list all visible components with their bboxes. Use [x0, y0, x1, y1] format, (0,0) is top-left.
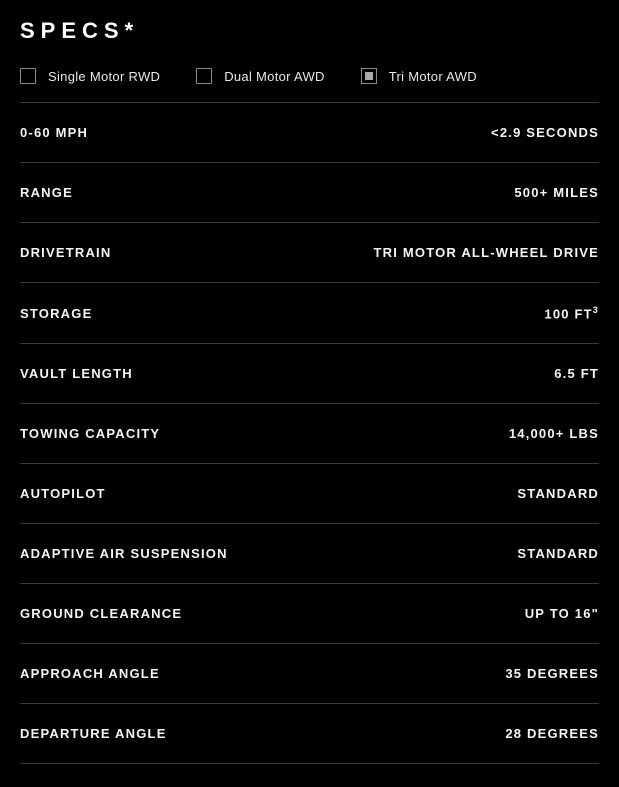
spec-value: 35 DEGREES — [505, 666, 599, 681]
spec-row: GROUND CLEARANCE UP TO 16" — [20, 584, 599, 643]
spec-label: APPROACH ANGLE — [20, 666, 160, 681]
spec-row: RANGE 500+ MILES — [20, 163, 599, 222]
spec-row: TOWING CAPACITY 14,000+ LBS — [20, 404, 599, 463]
spec-label: AUTOPILOT — [20, 486, 106, 501]
motor-option-label: Tri Motor AWD — [389, 69, 477, 84]
spec-label: ADAPTIVE AIR SUSPENSION — [20, 546, 228, 561]
motor-option-1[interactable]: Dual Motor AWD — [196, 68, 325, 84]
motor-option-label: Single Motor RWD — [48, 69, 160, 84]
spec-row: STORAGE 100 FT3 — [20, 283, 599, 343]
spec-row: DRIVETRAIN TRI MOTOR ALL-WHEEL DRIVE — [20, 223, 599, 282]
spec-value: <2.9 SECONDS — [491, 125, 599, 140]
divider — [20, 763, 599, 764]
motor-option-2[interactable]: Tri Motor AWD — [361, 68, 477, 84]
spec-value: STANDARD — [517, 546, 599, 561]
spec-label: DEPARTURE ANGLE — [20, 726, 167, 741]
spec-row: 0-60 MPH <2.9 SECONDS — [20, 103, 599, 162]
spec-label: STORAGE — [20, 306, 92, 321]
spec-row: APPROACH ANGLE 35 DEGREES — [20, 644, 599, 703]
spec-row: AUTOPILOT STANDARD — [20, 464, 599, 523]
checkbox-icon[interactable] — [20, 68, 36, 84]
checkbox-icon[interactable] — [196, 68, 212, 84]
spec-value: TRI MOTOR ALL-WHEEL DRIVE — [374, 245, 599, 260]
checkbox-icon[interactable] — [361, 68, 377, 84]
motor-option-0[interactable]: Single Motor RWD — [20, 68, 160, 84]
motor-options: Single Motor RWD Dual Motor AWD Tri Motor … — [20, 68, 599, 84]
spec-value: 100 FT3 — [544, 305, 599, 321]
spec-row: VAULT LENGTH 6.5 FT — [20, 344, 599, 403]
specs-title: SPECS* — [20, 18, 599, 44]
spec-row: ADAPTIVE AIR SUSPENSION STANDARD — [20, 524, 599, 583]
spec-value: 500+ MILES — [514, 185, 599, 200]
spec-label: VAULT LENGTH — [20, 366, 133, 381]
spec-label: DRIVETRAIN — [20, 245, 111, 260]
spec-label: RANGE — [20, 185, 73, 200]
spec-label: TOWING CAPACITY — [20, 426, 160, 441]
spec-value: 14,000+ LBS — [509, 426, 599, 441]
spec-row: DEPARTURE ANGLE 28 DEGREES — [20, 704, 599, 763]
spec-label: 0-60 MPH — [20, 125, 88, 140]
spec-value: 28 DEGREES — [505, 726, 599, 741]
spec-value: STANDARD — [517, 486, 599, 501]
spec-label: GROUND CLEARANCE — [20, 606, 182, 621]
spec-value: 6.5 FT — [554, 366, 599, 381]
motor-option-label: Dual Motor AWD — [224, 69, 325, 84]
spec-value: UP TO 16" — [525, 606, 599, 621]
spec-value-superscript: 3 — [593, 305, 599, 315]
